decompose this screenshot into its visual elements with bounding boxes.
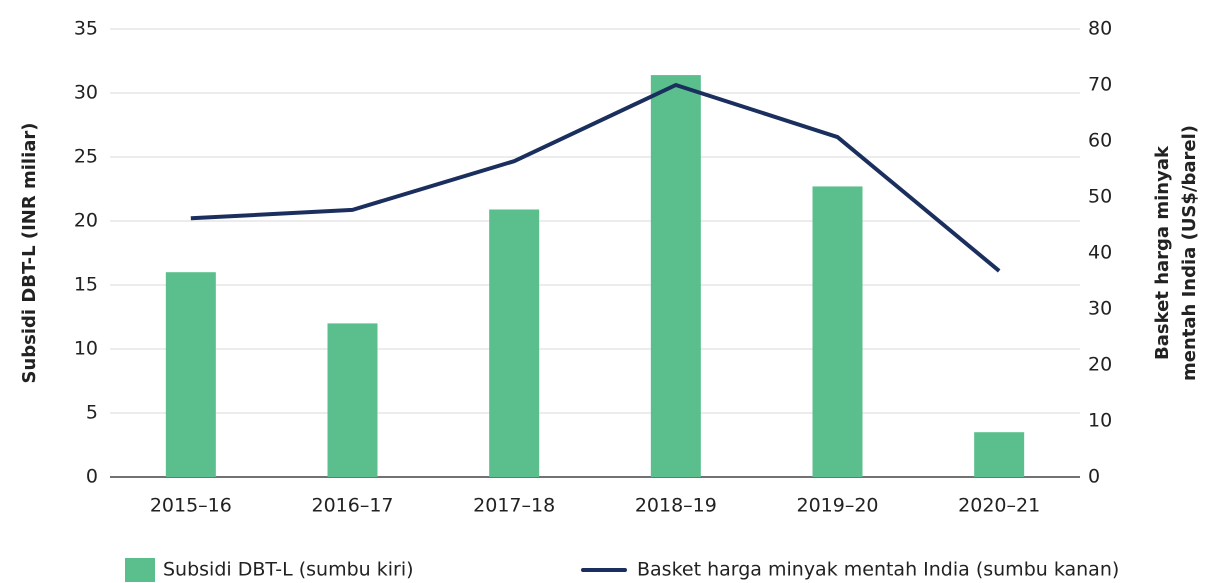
y2-tick-label: 0 bbox=[1088, 466, 1100, 488]
x-tick-label: 2019–20 bbox=[796, 495, 878, 517]
y2-tick-label: 70 bbox=[1088, 74, 1112, 96]
legend-swatch bbox=[125, 558, 155, 582]
y-tick-label: 35 bbox=[74, 18, 98, 40]
y-tick-label: 30 bbox=[74, 82, 98, 104]
y-tick-label: 15 bbox=[74, 274, 98, 296]
y2-tick-label: 80 bbox=[1088, 18, 1112, 40]
line bbox=[190, 83, 1001, 273]
bar bbox=[327, 323, 378, 477]
x-tick-label: 2016–17 bbox=[311, 495, 393, 517]
y2-axis-title: Basket harga minyak bbox=[1152, 145, 1173, 360]
y-tick-label: 5 bbox=[86, 402, 98, 424]
bar bbox=[165, 272, 216, 477]
y-tick-label: 25 bbox=[74, 146, 98, 168]
y2-tick-label: 60 bbox=[1088, 130, 1112, 152]
x-tick-label: 2017–18 bbox=[473, 495, 555, 517]
bar bbox=[489, 209, 540, 478]
x-tick-label: 2015–16 bbox=[150, 495, 232, 517]
bar bbox=[812, 186, 863, 477]
x-tick-label: 2018–19 bbox=[635, 495, 717, 517]
y2-tick-label: 40 bbox=[1088, 242, 1112, 264]
y-tick-label: 10 bbox=[74, 338, 98, 360]
y2-tick-label: 50 bbox=[1088, 186, 1112, 208]
y2-tick-label: 30 bbox=[1088, 298, 1112, 320]
y2-tick-label: 10 bbox=[1088, 410, 1112, 432]
y-tick-label: 20 bbox=[74, 210, 98, 232]
y-axis-title: Subsidi DBT-L (INR miliar) bbox=[19, 123, 40, 384]
y-tick-label: 0 bbox=[86, 466, 98, 488]
bar bbox=[650, 75, 701, 477]
x-tick-label: 2020–21 bbox=[958, 495, 1040, 517]
y2-axis-title: mentah India (US$/barel) bbox=[1179, 125, 1200, 381]
y2-tick-label: 20 bbox=[1088, 354, 1112, 376]
bar bbox=[974, 432, 1025, 477]
legend-label: Basket harga minyak mentah India (sumbu … bbox=[637, 559, 1119, 581]
legend-label: Subsidi DBT-L (sumbu kiri) bbox=[163, 559, 414, 581]
